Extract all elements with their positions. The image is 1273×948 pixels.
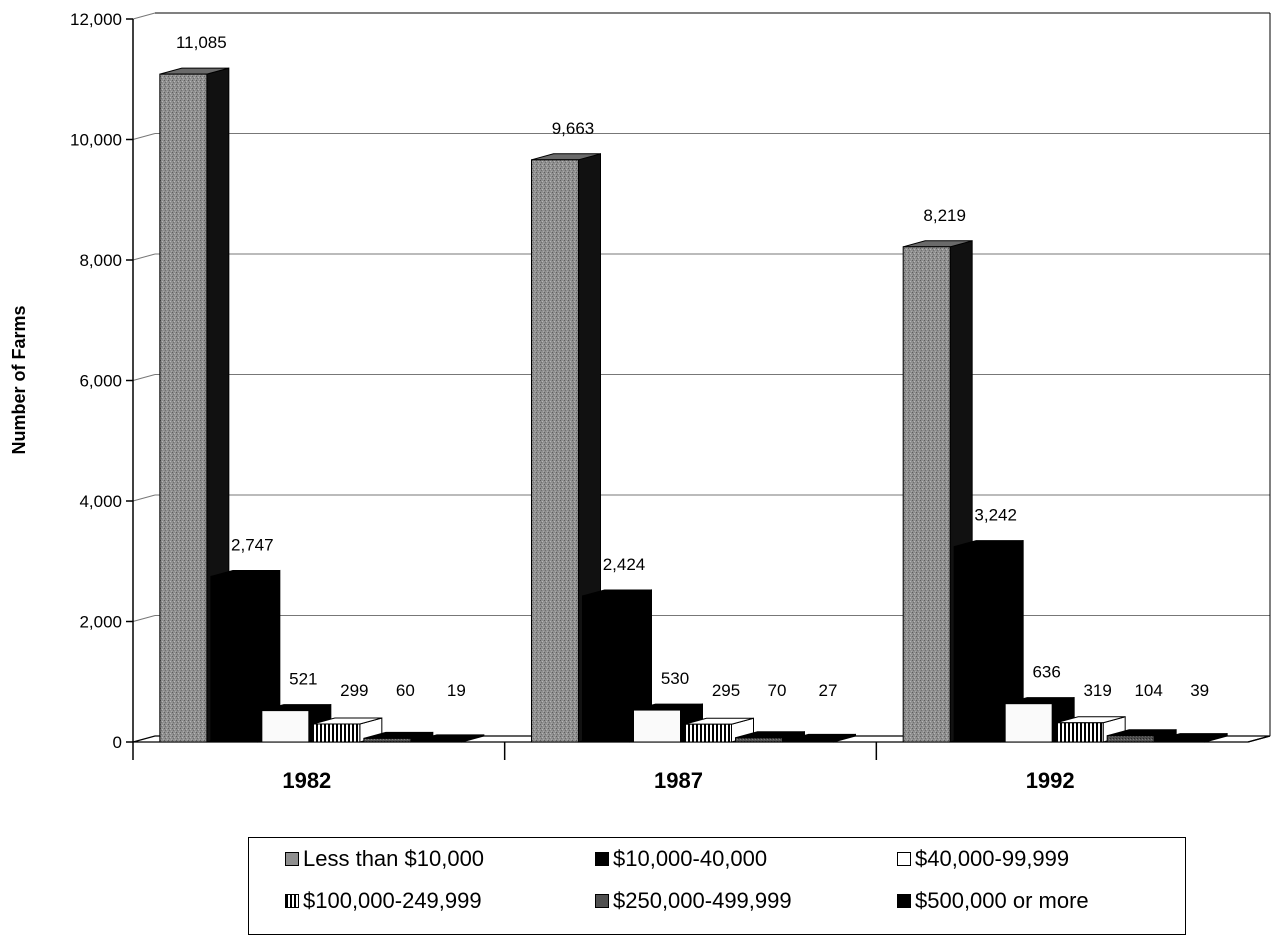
x-category-label: 1982 [282,768,331,793]
y-tick-label: 0 [113,733,122,752]
data-label: 2,424 [603,555,646,574]
y-tick-label: 6,000 [79,372,122,391]
data-label: 319 [1083,681,1111,700]
gridline-depth [132,374,156,381]
legend-swatch [897,894,911,908]
bar-front [735,737,783,743]
x-category-label: 1987 [654,768,703,793]
legend-item: $250,000-499,999 [595,888,792,914]
bar-front [159,73,208,743]
data-label: 9,663 [552,119,595,138]
data-label: 8,219 [923,206,966,225]
legend-label: $250,000-499,999 [613,888,792,913]
data-label: 11,085 [176,33,227,52]
bar [414,734,485,743]
bar [786,733,856,743]
y-tick-label: 10,000 [70,131,122,150]
legend-label: $10,000-40,000 [613,846,768,871]
y-tick-label: 8,000 [79,251,122,270]
legend-label: Less than $10,000 [303,846,485,871]
y-axis-label: Number of Farms [9,305,29,454]
data-label: 104 [1134,681,1162,700]
data-label: 295 [712,681,740,700]
legend-swatch [285,894,299,908]
data-label: 521 [289,670,317,689]
bar-front [582,595,630,743]
gridline-depth [132,253,156,261]
y-tick-label: 2,000 [79,613,122,632]
y-tick-label: 12,000 [70,10,122,29]
legend-item: $100,000-249,999 [285,888,482,914]
bar-front [1055,722,1104,743]
data-label: 39 [1190,681,1209,700]
bar-front [953,546,1002,743]
legend-label: $100,000-249,999 [303,888,482,913]
bar [531,153,601,743]
bar [582,589,652,743]
bar [953,540,1024,743]
bar-front [312,723,361,743]
bar [210,569,281,743]
bar-front [1004,703,1053,743]
data-label: 27 [819,681,838,700]
x-category-label: 1992 [1026,768,1075,793]
legend-label: $40,000-99,999 [915,846,1070,871]
x-axis-corner [1247,735,1271,743]
gridline-depth [132,12,156,20]
y-tick-label: 4,000 [79,492,122,511]
legend-swatch [595,852,609,866]
data-label: 19 [447,681,466,700]
bar [363,731,434,743]
legend-item: $10,000-40,000 [595,846,767,872]
data-label: 70 [768,681,787,700]
bar-front [363,737,412,743]
bar-front [1106,735,1155,743]
legend-swatch [595,894,609,908]
bar-front [414,740,463,743]
data-label: 60 [396,681,415,700]
data-label: 3,242 [974,506,1017,525]
bar-front [531,159,579,743]
data-label: 2,747 [231,535,274,554]
bar-front [684,723,732,743]
gridline-depth [132,133,156,140]
gridline-depth [132,494,156,502]
gridline-depth [132,615,156,622]
legend-swatch [897,852,911,866]
bar-front [210,575,259,743]
bar [902,240,973,743]
bar-front [261,710,310,743]
bar-front [902,246,951,743]
data-label: 636 [1032,663,1060,682]
bar-front [786,739,834,743]
legend: Less than $10,000 $10,000-40,000 $40,000-9… [248,837,1186,935]
legend-label: $500,000 or more [915,888,1089,913]
data-label: 530 [661,669,689,688]
bar [1157,732,1228,743]
legend-item: Less than $10,000 [285,846,484,872]
bar-front [1157,739,1206,743]
data-label: 299 [340,681,368,700]
bar [735,731,805,743]
legend-swatch [285,852,299,866]
bar [312,717,383,743]
legend-item: $40,000-99,999 [897,846,1069,872]
legend-item: $500,000 or more [897,888,1089,914]
bar-front [633,709,681,743]
